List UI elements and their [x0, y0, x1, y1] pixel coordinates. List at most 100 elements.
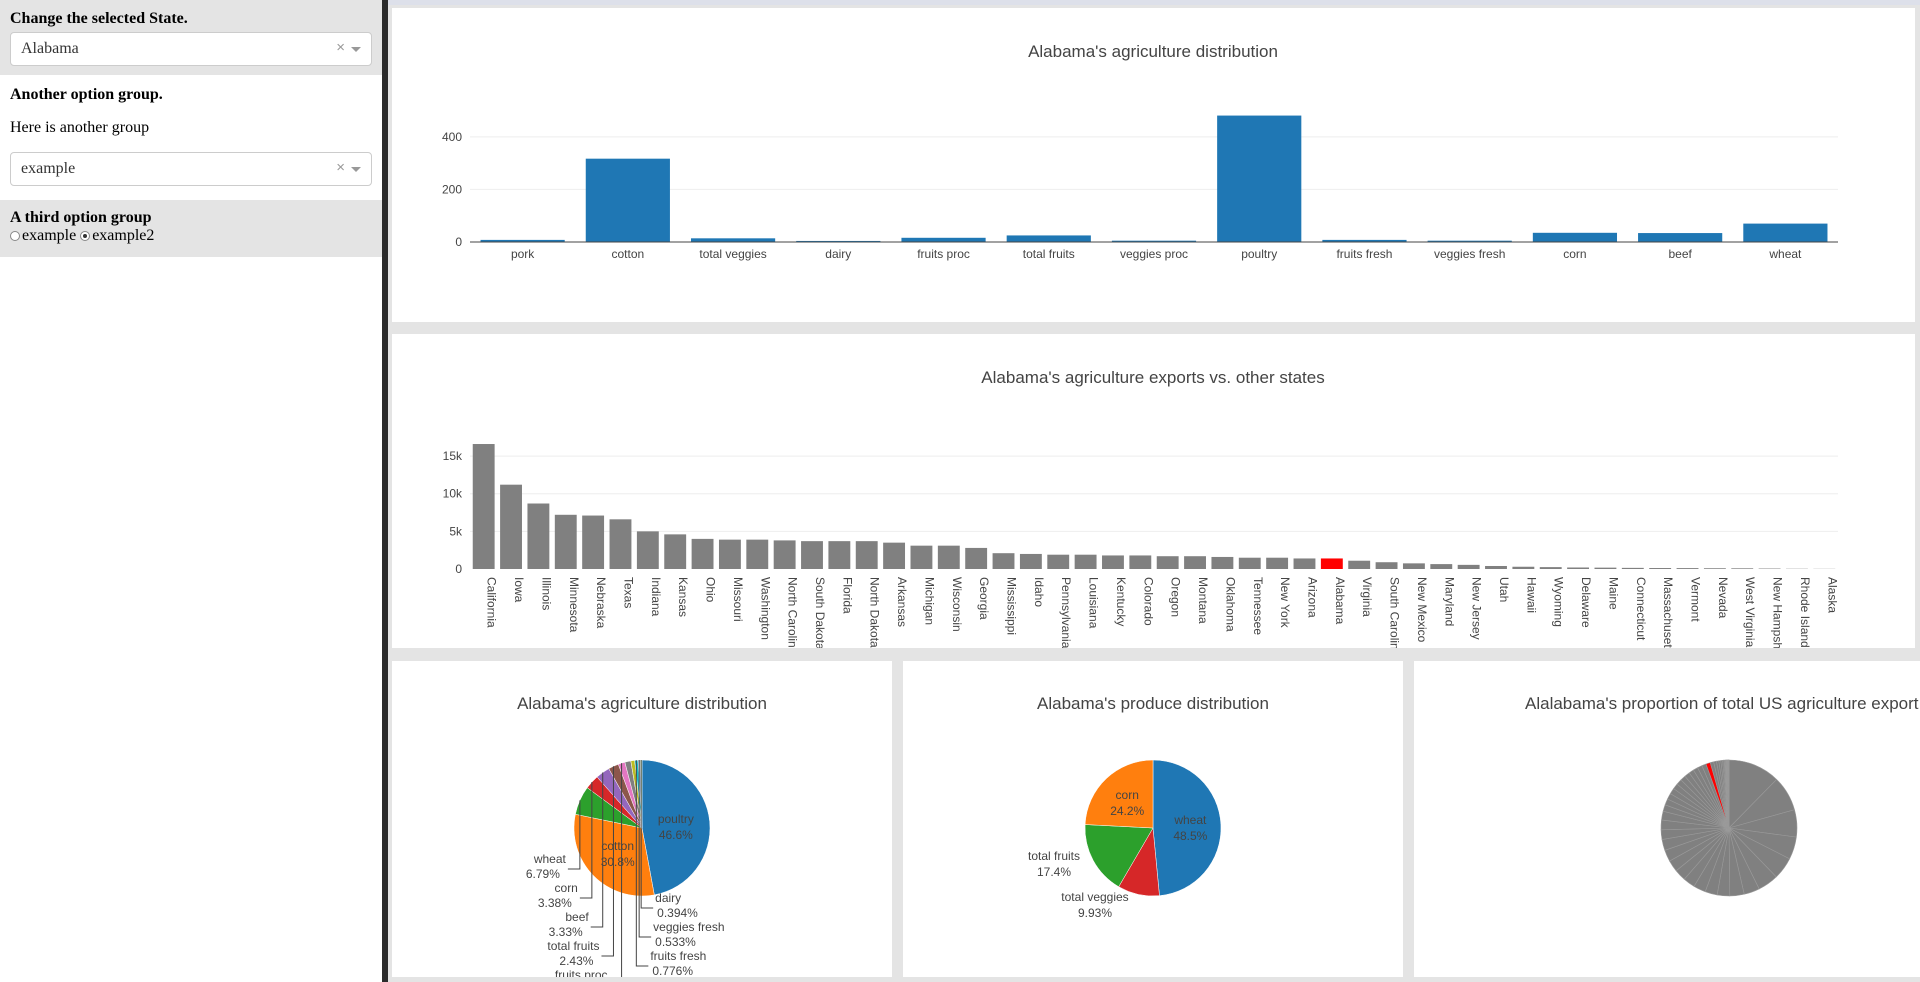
x-tick-label: wheat [1768, 247, 1802, 261]
states-bar-chart: Alabama's agriculture exports vs. other … [443, 368, 1840, 652]
pie-slice [1084, 824, 1154, 888]
x-tick-label: New Mexico [1415, 577, 1429, 643]
bar [690, 238, 776, 242]
radio-example-label: example [22, 227, 77, 244]
y-tick-label: 10k [443, 487, 463, 501]
group2-title: Another option group. [10, 86, 163, 103]
bar [582, 515, 605, 569]
clear-icon[interactable]: × [336, 159, 345, 176]
bar [1649, 568, 1672, 569]
sidebar: Change the selected State. Alabama × Ano… [0, 0, 382, 982]
clear-icon[interactable]: × [336, 39, 345, 56]
x-tick-label: Indiana [649, 577, 663, 617]
x-tick-label: pork [511, 247, 535, 261]
state-group-title: Change the selected State. [10, 10, 188, 27]
produce-pie-chart: Alabama's produce distribution wheat 48.5… [1028, 694, 1269, 920]
us-proportion-pie-chart: Alalabama's proportion of total US agric… [1525, 694, 1919, 897]
pie-percent: 9.93% [1078, 906, 1112, 920]
x-tick-label: total veggies [699, 247, 766, 261]
chart-title: Alabama's agriculture distribution [517, 694, 767, 713]
bar [500, 484, 522, 569]
x-tick-label: dairy [825, 247, 851, 261]
option-group-2: Another option group. Here is another gr… [0, 75, 382, 200]
pie-percent: 30.8% [601, 855, 635, 869]
bar [1402, 563, 1425, 569]
x-tick-label: Kentucky [1114, 577, 1128, 626]
radio-example2[interactable] [80, 231, 91, 241]
bar [1457, 564, 1480, 569]
pie-percent: 24.2% [1110, 804, 1144, 818]
chart-title: Alalabama's proportion of total US agric… [1525, 694, 1919, 713]
chevron-down-icon[interactable] [351, 167, 361, 172]
pie-percent: 3.38% [538, 896, 572, 910]
pie-label: total veggies [1061, 890, 1128, 904]
x-tick-label: Nevada [1716, 577, 1730, 619]
pie-percent: 6.79% [526, 867, 560, 881]
bar [1731, 568, 1754, 569]
x-tick-label: South Carolin [1388, 577, 1402, 648]
x-tick-label: Arkansas [895, 577, 909, 627]
bar [1266, 557, 1289, 569]
bar [1322, 239, 1407, 242]
pie-label: wheat [533, 852, 567, 866]
sidebar-divider[interactable] [382, 0, 388, 982]
x-tick-label: Kansas [676, 577, 690, 617]
y-tick-label: 0 [455, 235, 462, 249]
leader-line [638, 760, 652, 938]
example-select[interactable]: example × [10, 152, 372, 186]
x-tick-label: total fruits [1023, 247, 1075, 261]
x-tick-label: Alabama [1333, 577, 1347, 625]
bar [1211, 556, 1234, 569]
x-tick-label: Wisconsin [950, 577, 964, 632]
bar [554, 514, 577, 569]
x-tick-label: Maine [1606, 577, 1620, 610]
bar [1512, 566, 1535, 569]
bar [1006, 235, 1091, 242]
bar [965, 547, 988, 569]
pie-label: poultry [658, 812, 694, 826]
bar [664, 534, 687, 569]
pie-label: cotton [601, 839, 634, 853]
x-tick-label: Iowa [512, 577, 526, 603]
bar [1539, 567, 1562, 569]
bar [1320, 558, 1343, 569]
pie-label: fruits proc [555, 968, 608, 977]
x-tick-label: Alaska [1825, 577, 1839, 613]
x-tick-label: California [485, 577, 499, 628]
x-tick-label: Idaho [1032, 577, 1046, 607]
x-tick-label: fruits fresh [1336, 247, 1392, 261]
pie-percent: 3.33% [549, 925, 583, 939]
x-tick-label: corn [1563, 247, 1586, 261]
x-tick-label: Colorado [1141, 577, 1155, 626]
radio-group: example example2 [10, 227, 372, 245]
x-tick-label: New Jersey [1470, 577, 1484, 640]
panel-produce-pie: Alabama's produce distribution wheat 48.5… [903, 661, 1403, 977]
x-tick-label: Arizona [1305, 577, 1319, 618]
panel-states-bar: Alabama's agriculture exports vs. other … [392, 334, 1915, 652]
x-tick-label: Vermont [1689, 577, 1703, 622]
radio-example[interactable] [10, 231, 20, 241]
y-tick-label: 15k [443, 449, 463, 463]
chevron-down-icon[interactable] [351, 47, 361, 52]
bar [901, 237, 986, 242]
leader-line [579, 782, 593, 899]
x-tick-label: cotton [611, 247, 644, 261]
x-tick-label: Wyoming [1552, 577, 1566, 627]
x-tick-label: Pennsylvania [1059, 577, 1073, 648]
x-tick-label: New York [1278, 577, 1292, 629]
bar [609, 519, 632, 569]
x-tick-label: Ohio [704, 577, 718, 603]
pie-label: wheat [1173, 813, 1207, 827]
bar [1375, 562, 1398, 569]
bar [1129, 555, 1152, 569]
pie-percent: 2.43% [559, 954, 593, 968]
state-select[interactable]: Alabama × [10, 32, 372, 66]
pie-percent: 46.6% [659, 828, 693, 842]
pie-percent: 0.394% [657, 906, 698, 920]
bar [910, 545, 933, 569]
y-tick-label: 5k [449, 524, 463, 538]
x-tick-label: South Dakota [813, 577, 827, 648]
pie-percent: 17.4% [1037, 865, 1071, 879]
leader-line [567, 800, 581, 870]
pie-slice [1084, 759, 1154, 829]
